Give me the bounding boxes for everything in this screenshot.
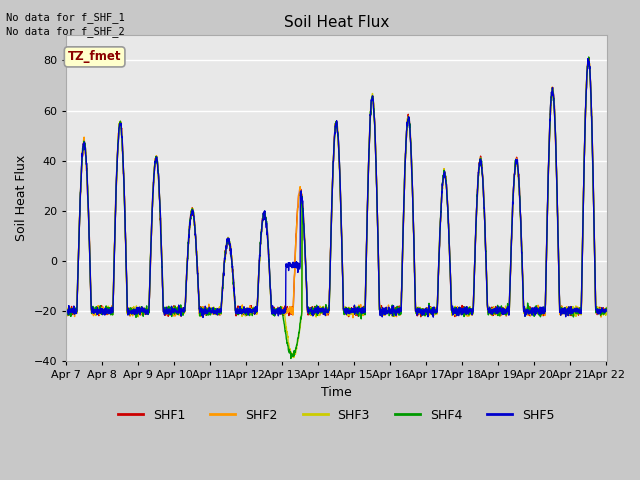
SHF1 (585, 55, 593, 60)
SHF1 (213, 310, 221, 316)
SHF2 (364, 195, 372, 201)
SHF1 (493, 308, 501, 313)
SHF4 (493, 310, 501, 315)
Text: TZ_fmet: TZ_fmet (68, 50, 122, 63)
SHF1 (603, 307, 611, 312)
SHF3 (584, 57, 592, 63)
SHF4 (352, 310, 360, 316)
SHF4 (287, 356, 294, 361)
SHF4 (570, 307, 578, 313)
Line: SHF5: SHF5 (66, 59, 607, 317)
SHF1 (555, 275, 563, 280)
Text: No data for f_SHF_1: No data for f_SHF_1 (6, 12, 125, 23)
Line: SHF1: SHF1 (66, 58, 607, 317)
SHF2 (352, 307, 360, 313)
SHF4 (603, 305, 611, 311)
SHF1 (570, 305, 578, 311)
SHF1 (417, 314, 424, 320)
SHF2 (570, 310, 578, 316)
SHF3 (603, 305, 611, 311)
SHF1 (364, 203, 371, 209)
SHF5 (199, 314, 207, 320)
SHF5 (570, 307, 578, 312)
Line: SHF3: SHF3 (66, 60, 607, 358)
Text: No data for f_SHF_2: No data for f_SHF_2 (6, 26, 125, 37)
SHF1 (352, 307, 360, 312)
SHF3 (555, 275, 563, 280)
SHF2 (555, 277, 563, 283)
SHF5 (584, 56, 592, 61)
SHF2 (603, 311, 611, 317)
SHF3 (364, 195, 372, 201)
SHF4 (62, 310, 70, 316)
SHF5 (62, 309, 70, 315)
SHF3 (213, 306, 221, 312)
SHF3 (493, 309, 501, 314)
SHF5 (493, 304, 501, 310)
SHF3 (290, 355, 298, 360)
Line: SHF4: SHF4 (66, 57, 607, 359)
Y-axis label: Soil Heat Flux: Soil Heat Flux (15, 155, 28, 241)
SHF4 (555, 272, 563, 278)
X-axis label: Time: Time (321, 386, 351, 399)
SHF3 (570, 309, 578, 315)
SHF2 (213, 309, 221, 315)
Title: Soil Heat Flux: Soil Heat Flux (284, 15, 389, 30)
SHF2 (62, 310, 70, 315)
SHF4 (585, 54, 593, 60)
SHF5 (352, 307, 360, 313)
SHF5 (364, 191, 372, 197)
SHF5 (603, 307, 611, 313)
SHF4 (364, 197, 372, 203)
Legend: SHF1, SHF2, SHF3, SHF4, SHF5: SHF1, SHF2, SHF3, SHF4, SHF5 (113, 404, 560, 427)
SHF3 (352, 310, 360, 316)
Line: SHF2: SHF2 (66, 60, 607, 318)
SHF3 (62, 310, 70, 315)
SHF1 (62, 310, 70, 315)
SHF5 (213, 306, 221, 312)
SHF4 (213, 311, 221, 316)
SHF2 (493, 312, 501, 318)
SHF5 (555, 273, 563, 278)
